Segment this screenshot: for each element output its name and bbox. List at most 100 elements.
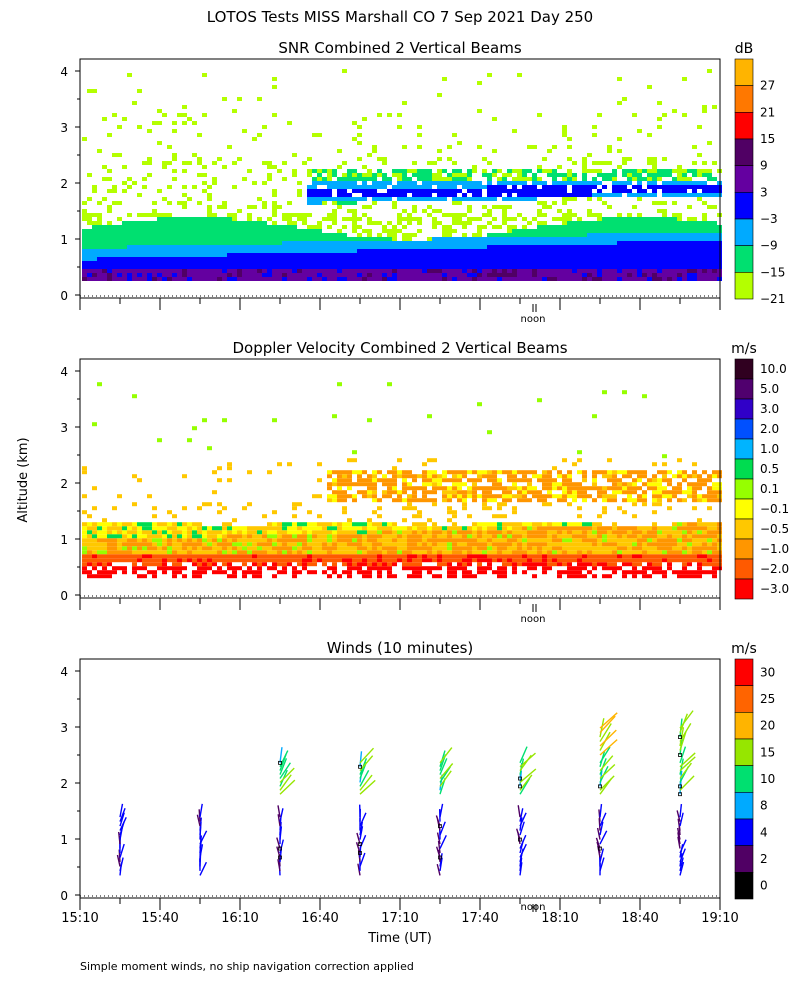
snr-cell bbox=[557, 193, 562, 197]
snr-cell bbox=[252, 229, 257, 233]
doppler-cell bbox=[537, 498, 542, 503]
snr-cell bbox=[197, 157, 202, 161]
snr-cell bbox=[592, 265, 597, 269]
doppler-cell bbox=[237, 546, 242, 551]
snr-cell bbox=[92, 189, 97, 193]
doppler-cell bbox=[102, 550, 107, 555]
snr-cell bbox=[692, 185, 697, 189]
doppler-cell bbox=[377, 530, 382, 535]
doppler-cell bbox=[347, 546, 352, 551]
snr-cell bbox=[692, 269, 697, 273]
snr-cell bbox=[212, 229, 217, 233]
doppler-cell bbox=[442, 538, 447, 543]
snr-cell bbox=[222, 97, 227, 101]
doppler-cell bbox=[202, 502, 207, 507]
snr-cell bbox=[587, 273, 592, 277]
snr-cell bbox=[527, 197, 532, 201]
doppler-cell bbox=[362, 538, 367, 543]
doppler-cell bbox=[507, 498, 512, 503]
snr-cell bbox=[707, 241, 712, 245]
snr-cell bbox=[292, 277, 297, 281]
snr-cell bbox=[387, 221, 392, 225]
doppler-cell bbox=[387, 530, 392, 535]
doppler-cell bbox=[157, 558, 162, 563]
doppler-cell bbox=[682, 554, 687, 559]
doppler-cell bbox=[267, 538, 272, 543]
doppler-cell bbox=[607, 478, 612, 483]
doppler-cell bbox=[267, 566, 272, 571]
snr-cell bbox=[657, 125, 662, 129]
snr-cell bbox=[472, 261, 477, 265]
doppler-cell bbox=[432, 502, 437, 507]
snr-cell bbox=[227, 217, 232, 221]
doppler-cell bbox=[522, 490, 527, 495]
doppler-cell bbox=[397, 530, 402, 535]
doppler-cell bbox=[412, 542, 417, 547]
doppler-cell bbox=[407, 498, 412, 503]
snr-cell bbox=[427, 193, 432, 197]
snr-cell bbox=[612, 241, 617, 245]
doppler-cell bbox=[412, 566, 417, 571]
doppler-cell bbox=[472, 478, 477, 483]
snr-cell bbox=[142, 265, 147, 269]
doppler-cell bbox=[422, 546, 427, 551]
snr-cell bbox=[137, 89, 142, 93]
doppler-cell bbox=[652, 534, 657, 539]
doppler-cell bbox=[702, 522, 707, 527]
snr-cell bbox=[437, 245, 442, 249]
snr-cell bbox=[712, 233, 717, 237]
doppler-cell bbox=[567, 474, 572, 479]
doppler-cell bbox=[342, 542, 347, 547]
snr-cell bbox=[677, 245, 682, 249]
doppler-cell bbox=[292, 550, 297, 555]
snr-cell bbox=[197, 225, 202, 229]
doppler-cell bbox=[497, 550, 502, 555]
doppler-cell bbox=[627, 570, 632, 575]
doppler-cell bbox=[527, 554, 532, 559]
snr-cell bbox=[347, 169, 352, 173]
doppler-cell bbox=[257, 570, 262, 575]
snr-cell bbox=[132, 221, 137, 225]
doppler-cell bbox=[157, 550, 162, 555]
snr-cell bbox=[692, 225, 697, 229]
doppler-cell bbox=[392, 554, 397, 559]
doppler-cell bbox=[212, 526, 217, 531]
snr-cell bbox=[82, 229, 87, 233]
doppler-cell bbox=[437, 550, 442, 555]
snr-cell bbox=[357, 157, 362, 161]
snr-cell bbox=[382, 241, 387, 245]
snr-cell bbox=[392, 245, 397, 249]
snr-cell bbox=[482, 173, 487, 177]
snr-cell bbox=[142, 245, 147, 249]
doppler-cell bbox=[482, 526, 487, 531]
snr-cell bbox=[167, 225, 172, 229]
snr-cell bbox=[412, 209, 417, 213]
doppler-cell bbox=[297, 558, 302, 563]
doppler-cell bbox=[267, 558, 272, 563]
snr-cell bbox=[672, 217, 677, 221]
snr-cell bbox=[282, 249, 287, 253]
doppler-cell bbox=[287, 522, 292, 527]
snr-cell bbox=[452, 173, 457, 177]
snr-cell bbox=[312, 261, 317, 265]
snr-cell bbox=[82, 261, 87, 265]
snr-cell bbox=[592, 241, 597, 245]
snr-cell bbox=[167, 269, 172, 273]
snr-cell bbox=[202, 241, 207, 245]
doppler-cell bbox=[332, 566, 337, 571]
doppler-cell bbox=[142, 522, 147, 527]
snr-cell bbox=[157, 265, 162, 269]
snr-cell bbox=[482, 241, 487, 245]
snr-cell bbox=[452, 253, 457, 257]
snr-cell bbox=[587, 245, 592, 249]
doppler-cell bbox=[157, 526, 162, 531]
snr-cell bbox=[412, 233, 417, 237]
doppler-cell bbox=[552, 534, 557, 539]
snr-noon-label: noon bbox=[521, 314, 546, 325]
doppler-cell bbox=[607, 470, 612, 475]
snr-cell bbox=[277, 273, 282, 277]
doppler-cell bbox=[467, 558, 472, 563]
doppler-cell bbox=[307, 526, 312, 531]
snr-cell bbox=[267, 253, 272, 257]
doppler-cell bbox=[612, 550, 617, 555]
